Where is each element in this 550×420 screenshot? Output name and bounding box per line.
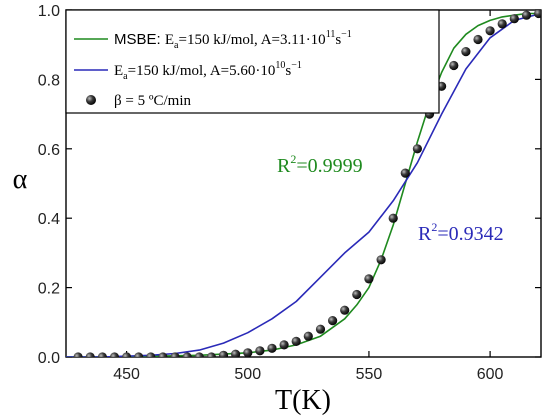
data-point: [521, 10, 532, 20]
data-point: [315, 324, 326, 334]
data-point: [534, 10, 541, 19]
y-tick-label: 0.8: [38, 72, 60, 89]
data-point: [279, 340, 289, 350]
y-tick-label: 1.0: [38, 3, 60, 20]
data-point: [509, 14, 519, 24]
data-point: [461, 47, 471, 57]
data-point: [376, 255, 386, 265]
data-point: [231, 349, 241, 357]
data-point: [97, 352, 107, 357]
x-tick-label: 450: [113, 366, 140, 383]
data-point: [170, 352, 180, 357]
x-tick-label: 600: [477, 366, 504, 383]
legend-entry-msbe: MSBE: Ea=150 kJ/mol, A=3.11·1011s−1: [114, 29, 352, 51]
data-point: [267, 343, 277, 353]
legend-entry-points: β = 5 ºC/min: [114, 93, 191, 109]
legend-swatch-points: [86, 95, 96, 105]
data-point: [340, 305, 350, 315]
y-tick-label: 0.2: [38, 281, 60, 298]
y-axis-ticks: 0.0 0.2 0.4 0.6 0.8 1.0: [38, 3, 541, 367]
y-tick-label: 0.6: [38, 142, 60, 159]
data-point: [255, 346, 265, 356]
r2-blue-annotation: R2=0.9342: [418, 220, 504, 245]
data-point: [194, 352, 204, 357]
y-tick-label: 0.0: [38, 350, 60, 367]
data-point: [388, 213, 398, 223]
data-point: [449, 60, 459, 71]
data-point: [122, 352, 132, 357]
data-point: [352, 289, 362, 300]
data-point: [328, 316, 338, 326]
data-point: [206, 352, 216, 357]
data-point: [485, 26, 495, 36]
data-point: [85, 352, 95, 357]
x-tick-label: 500: [234, 366, 261, 383]
r2-green-annotation: R2=0.9999: [277, 152, 363, 177]
x-axis-label: T(K): [275, 385, 331, 416]
data-point: [73, 352, 83, 357]
data-point: [364, 274, 374, 284]
data-point: [109, 352, 120, 357]
data-point: [182, 352, 192, 357]
data-point: [473, 34, 483, 45]
data-point: [497, 19, 507, 29]
data-point: [218, 350, 229, 357]
x-tick-label: 550: [356, 366, 383, 383]
data-point: [412, 144, 422, 154]
legend: MSBE: Ea=150 kJ/mol, A=3.11·1011s−1 Ea=1…: [65, 9, 440, 114]
data-point: [243, 348, 253, 357]
y-tick-label: 0.4: [38, 211, 60, 228]
series-layer: [66, 10, 541, 357]
legend-entry-blue: Ea=150 kJ/mol, A=5.60·1010s−1: [114, 60, 302, 82]
data-point: [134, 352, 144, 357]
data-point: [158, 352, 168, 357]
data-point: [400, 168, 410, 178]
data-point: [146, 352, 156, 357]
data-point: [303, 331, 313, 341]
data-point: [291, 336, 301, 346]
y-axis-label: α: [13, 164, 28, 195]
legend-box: [65, 9, 440, 114]
